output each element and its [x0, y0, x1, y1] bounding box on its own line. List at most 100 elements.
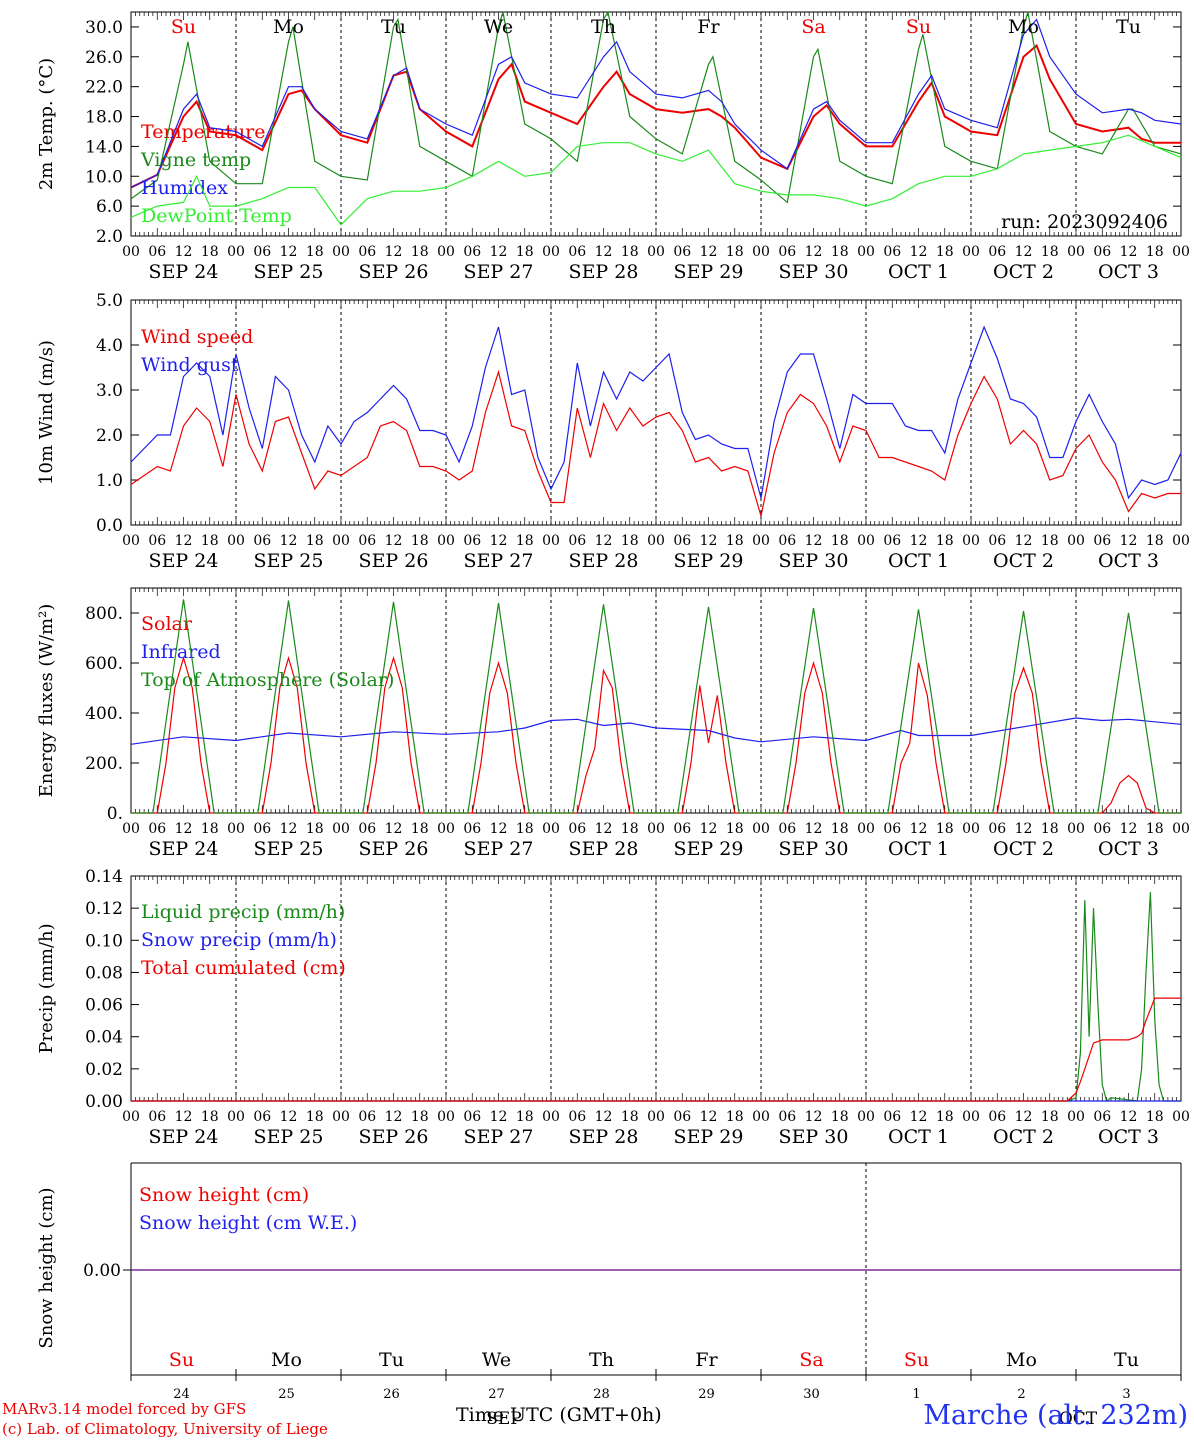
weekday-label: Mo: [1008, 16, 1039, 38]
hour-tick-label: 18: [1041, 244, 1059, 260]
hour-tick-label: 12: [385, 821, 403, 837]
hour-tick-label: 12: [700, 821, 718, 837]
hour-tick-label: 18: [1041, 821, 1059, 837]
hour-tick-label: 06: [883, 244, 901, 260]
hour-tick-label: 12: [805, 244, 823, 260]
y-tick-label: 800.: [85, 604, 123, 624]
date-label: SEP 28: [569, 1126, 639, 1148]
hour-tick-label: 06: [988, 821, 1006, 837]
hour-tick-label: 18: [936, 244, 954, 260]
hour-tick-label: 00: [542, 244, 560, 260]
y-tick-label: 30.0: [85, 18, 123, 38]
hour-tick-label: 06: [463, 1109, 481, 1125]
hour-tick-label: 18: [831, 244, 849, 260]
hour-tick-label: 18: [831, 533, 849, 549]
hour-tick-label: 12: [910, 1109, 928, 1125]
weekday-label: Tu: [1114, 1349, 1139, 1371]
hour-tick-label: 00: [647, 821, 665, 837]
day-number-label: 30: [803, 1387, 820, 1402]
weekday-label: Su: [904, 1349, 929, 1371]
y-axis-label: Snow height (cm): [36, 1187, 57, 1348]
hour-tick-label: 18: [1146, 533, 1164, 549]
y-tick-label: 0.00: [85, 1092, 123, 1112]
hour-tick-label: 00: [962, 244, 980, 260]
hour-tick-label: 18: [306, 821, 324, 837]
hour-tick-label: 06: [358, 1109, 376, 1125]
date-label: SEP 30: [779, 261, 849, 283]
hour-tick-label: 06: [253, 821, 271, 837]
hour-tick-label: 00: [1172, 1109, 1190, 1125]
date-label: SEP 24: [149, 838, 219, 860]
hour-tick-label: 12: [280, 244, 298, 260]
series-line: [130, 18, 1182, 189]
y-tick-label: 0.06: [85, 996, 123, 1016]
hour-tick-label: 00: [1172, 244, 1190, 260]
day-number-label: 3: [1122, 1387, 1130, 1402]
hour-tick-label: 00: [752, 821, 770, 837]
hour-tick-label: 00: [857, 244, 875, 260]
hour-tick-label: 06: [883, 533, 901, 549]
legend-entry: Total cumulated (cm): [141, 957, 346, 979]
hour-tick-label: 18: [1041, 1109, 1059, 1125]
date-label: OCT 3: [1098, 261, 1159, 283]
y-tick-label: 0.10: [85, 931, 123, 951]
hour-tick-label: 06: [148, 244, 166, 260]
legend-entry: Top of Atmosphere (Solar): [141, 669, 394, 691]
date-label: OCT 3: [1098, 1126, 1159, 1148]
hour-tick-label: 00: [542, 1109, 560, 1125]
y-tick-label: 0.14: [85, 867, 123, 887]
hour-tick-label: 12: [595, 821, 613, 837]
weekday-label: Mo: [1006, 1349, 1037, 1371]
hour-tick-label: 18: [1041, 533, 1059, 549]
hour-tick-label: 12: [385, 1109, 403, 1125]
hour-tick-label: 06: [463, 244, 481, 260]
day-number-label: 28: [593, 1387, 610, 1402]
date-label: OCT 3: [1098, 550, 1159, 572]
hour-tick-label: 12: [805, 1109, 823, 1125]
day-number-label: 2: [1017, 1387, 1025, 1402]
lab-credit: (c) Lab. of Climatology, University of L…: [2, 1420, 328, 1438]
date-label: SEP 26: [359, 1126, 429, 1148]
legend-entry: DewPoint Temp: [141, 205, 292, 227]
weekday-label: Su: [171, 16, 196, 38]
hour-tick-label: 12: [1120, 1109, 1138, 1125]
hour-tick-label: 12: [700, 244, 718, 260]
hour-tick-label: 00: [1067, 1109, 1085, 1125]
hour-tick-label: 00: [857, 1109, 875, 1125]
hour-tick-label: 00: [542, 533, 560, 549]
hour-tick-label: 12: [175, 244, 193, 260]
hour-tick-label: 12: [1015, 244, 1033, 260]
hour-tick-label: 00: [332, 821, 350, 837]
hour-tick-label: 06: [568, 244, 586, 260]
hour-tick-label: 12: [595, 533, 613, 549]
day-number-label: 27: [488, 1387, 505, 1402]
y-axis-label: Precip (mm/h): [36, 923, 57, 1053]
hour-tick-label: 12: [490, 1109, 508, 1125]
hour-tick-label: 12: [385, 244, 403, 260]
date-label: SEP 28: [569, 838, 639, 860]
hour-tick-label: 00: [1067, 244, 1085, 260]
hour-tick-label: 06: [463, 533, 481, 549]
legend-entry: Liquid precip (mm/h): [141, 901, 345, 923]
month-label: OCT: [1059, 1409, 1098, 1429]
panel-frame: [130, 299, 1182, 526]
hour-tick-label: 06: [1093, 821, 1111, 837]
hour-tick-label: 06: [358, 821, 376, 837]
hour-tick-label: 12: [490, 244, 508, 260]
hour-tick-label: 18: [726, 533, 744, 549]
hour-tick-label: 18: [201, 533, 219, 549]
hour-tick-label: 12: [1015, 1109, 1033, 1125]
hour-tick-label: 18: [411, 821, 429, 837]
time-axis-label: Time UTC (GMT+0h): [456, 1404, 662, 1426]
date-label: SEP 25: [254, 838, 324, 860]
hour-tick-label: 06: [883, 821, 901, 837]
hour-tick-label: 00: [647, 244, 665, 260]
date-label: SEP 30: [779, 838, 849, 860]
hour-tick-label: 06: [253, 244, 271, 260]
hour-tick-label: 18: [306, 244, 324, 260]
date-label: SEP 25: [254, 550, 324, 572]
weekday-label: Fr: [697, 16, 720, 38]
y-tick-label: 2.0: [96, 227, 123, 247]
y-tick-label: 0.00: [83, 1261, 121, 1281]
hour-tick-label: 18: [516, 1109, 534, 1125]
